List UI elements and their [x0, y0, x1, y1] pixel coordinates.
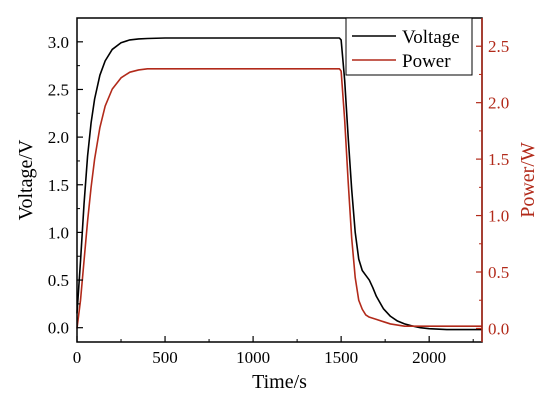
- series-line-voltage: [76, 37, 482, 331]
- y-tick-label: 0.0: [48, 319, 69, 338]
- y2-tick-label: 0.0: [488, 319, 509, 338]
- x-tick-label: 1000: [236, 348, 270, 367]
- left-y-axis-title: Voltage/V: [15, 139, 37, 220]
- y-tick-label: 2.0: [48, 128, 69, 147]
- y2-tick-label: 2.0: [488, 94, 509, 113]
- y-tick-label: 1.0: [48, 223, 69, 242]
- legend-label-power: Power: [402, 51, 451, 72]
- legend-label-voltage: Voltage: [402, 27, 460, 48]
- x-tick-label: 500: [152, 348, 178, 367]
- legend-box: [345, 17, 473, 76]
- y2-tick-label: 2.5: [488, 37, 509, 56]
- y-tick-label: 1.5: [48, 176, 69, 195]
- x-tick-label: 0: [73, 348, 82, 367]
- x-axis-title: Time/s: [252, 371, 307, 393]
- x-axis: 0 500 1000 1500 2000: [73, 336, 474, 367]
- x-tick-label: 2000: [412, 348, 446, 367]
- y2-tick-label: 0.5: [488, 263, 509, 282]
- right-y-axis: 0.0 0.5 1.0 1.5 2.0 2.5: [476, 18, 509, 342]
- series-line-power: [76, 68, 482, 329]
- x-tick-label: 1500: [324, 348, 358, 367]
- y2-tick-label: 1.5: [488, 150, 509, 169]
- y-tick-label: 2.5: [48, 80, 69, 99]
- y2-tick-label: 1.0: [488, 207, 509, 226]
- left-y-axis: 0.0 0.5 1.0 1.5 2.0 2.5 3.0: [48, 33, 83, 338]
- y-tick-label: 0.5: [48, 271, 69, 290]
- plot-lines: [76, 37, 482, 331]
- y-tick-label: 3.0: [48, 33, 69, 52]
- legend: Voltage Power: [345, 17, 473, 76]
- right-y-axis-title: Power/W: [517, 142, 539, 218]
